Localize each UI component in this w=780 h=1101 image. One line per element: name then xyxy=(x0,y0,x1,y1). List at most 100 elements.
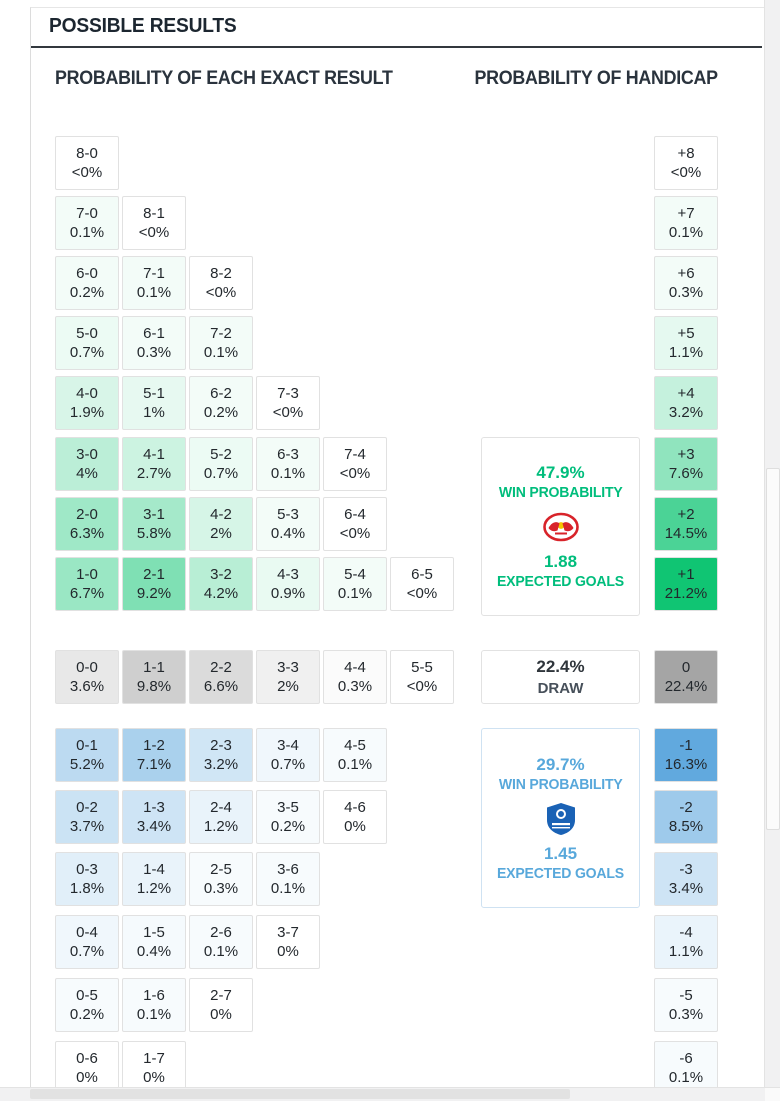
cell-probability: <0% xyxy=(406,678,438,695)
cell-score: 2-1 xyxy=(143,565,165,583)
away-win-probability-value: 29.7% xyxy=(536,754,585,774)
cell-probability: 6.3% xyxy=(69,525,105,542)
cell-probability: 0% xyxy=(210,1006,232,1023)
cell-probability: <0% xyxy=(138,224,170,241)
result-cell: 3-0 4% xyxy=(55,437,119,491)
cell-probability: 3.7% xyxy=(69,818,105,835)
cell-score: 6-1 xyxy=(143,324,165,342)
cell-probability: 0.3% xyxy=(668,284,704,301)
exact-result-section-title: PROBABILITY OF EACH EXACT RESULT xyxy=(55,68,393,89)
cell-score: +7 xyxy=(677,204,695,222)
result-cell: 2-5 0.3% xyxy=(189,852,253,906)
result-cell: 3-5 0.2% xyxy=(256,790,320,844)
result-cell: 1-1 9.8% xyxy=(122,650,186,704)
away-team-crest-icon xyxy=(546,801,576,837)
cell-probability: 6.6% xyxy=(203,678,239,695)
cell-score: 3-2 xyxy=(210,565,232,583)
handicap-cell: +5 1.1% xyxy=(654,316,718,370)
result-cell: 4-3 0.9% xyxy=(256,557,320,611)
cell-probability: 2% xyxy=(277,678,299,695)
handicap-cell: +7 0.1% xyxy=(654,196,718,250)
vertical-scrollbar-thumb[interactable] xyxy=(766,468,780,830)
cell-probability: 0.1% xyxy=(136,1006,172,1023)
result-cell: 2-4 1.2% xyxy=(189,790,253,844)
cell-probability: <0% xyxy=(670,164,702,181)
cell-probability: 21.2% xyxy=(664,585,708,602)
cell-probability: 0% xyxy=(143,1069,165,1086)
result-cell: 1-5 0.4% xyxy=(122,915,186,969)
cell-probability: 0.1% xyxy=(270,465,306,482)
cell-score: 0-2 xyxy=(76,798,98,816)
result-cell: 6-2 0.2% xyxy=(189,376,253,430)
home-expected-goals-value: 1.88 xyxy=(543,552,578,571)
result-cell: 3-2 4.2% xyxy=(189,557,253,611)
cell-score: 0-1 xyxy=(76,736,98,754)
cell-score: 1-0 xyxy=(76,565,98,583)
cell-probability: 1.1% xyxy=(668,943,704,960)
cell-score: +4 xyxy=(677,384,695,402)
cell-score: 2-4 xyxy=(210,798,232,816)
cell-probability: 0.2% xyxy=(69,284,105,301)
handicap-cell: -6 0.1% xyxy=(654,1041,718,1095)
cell-score: -4 xyxy=(679,923,693,941)
result-cell: 2-3 3.2% xyxy=(189,728,253,782)
cell-score: 5-0 xyxy=(76,324,98,342)
cell-score: 2-2 xyxy=(210,658,232,676)
result-cell: 7-3 <0% xyxy=(256,376,320,430)
cell-score: 6-5 xyxy=(411,565,433,583)
handicap-section-title: PROBABILITY OF HANDICAP xyxy=(474,68,719,89)
handicap-cell: -5 0.3% xyxy=(654,978,718,1032)
result-cell: 3-1 5.8% xyxy=(122,497,186,551)
result-cell: 0-5 0.2% xyxy=(55,978,119,1032)
cell-probability: 0.3% xyxy=(136,344,172,361)
result-cell: 4-1 2.7% xyxy=(122,437,186,491)
cell-score: 1-2 xyxy=(143,736,165,754)
cell-probability: 2.7% xyxy=(136,465,172,482)
cell-probability: 8.5% xyxy=(668,818,704,835)
result-cell: 4-5 0.1% xyxy=(323,728,387,782)
cell-probability: 1.2% xyxy=(136,880,172,897)
cell-probability: 0.3% xyxy=(203,880,239,897)
cell-score: -6 xyxy=(679,1049,693,1067)
cell-score: -2 xyxy=(679,798,693,816)
horizontal-scrollbar-thumb[interactable] xyxy=(30,1089,570,1099)
handicap-cell: 0 22.4% xyxy=(654,650,718,704)
cell-score: +5 xyxy=(677,324,695,342)
result-cell: 2-6 0.1% xyxy=(189,915,253,969)
result-cell: 6-4 <0% xyxy=(323,497,387,551)
cell-score: 1-4 xyxy=(143,860,165,878)
result-cell: 5-1 1% xyxy=(122,376,186,430)
cell-score: 6-4 xyxy=(344,505,366,523)
result-cell: 1-3 3.4% xyxy=(122,790,186,844)
result-cell: 1-6 0.1% xyxy=(122,978,186,1032)
vertical-scrollbar-track[interactable] xyxy=(764,0,780,1101)
cell-probability: 0.7% xyxy=(69,344,105,361)
horizontal-scrollbar-track[interactable] xyxy=(0,1087,780,1101)
cell-score: 7-0 xyxy=(76,204,98,222)
result-cell: 5-3 0.4% xyxy=(256,497,320,551)
away-expected-goals-value: 1.45 xyxy=(543,843,578,863)
result-cell: 6-0 0.2% xyxy=(55,256,119,310)
cell-score: 3-1 xyxy=(143,505,165,523)
cell-probability: 1.9% xyxy=(69,404,105,421)
cell-probability: 9.8% xyxy=(136,678,172,695)
cell-probability: 14.5% xyxy=(664,525,708,542)
cell-probability: 16.3% xyxy=(664,756,708,773)
scrollbar-corner xyxy=(765,1088,780,1101)
cell-probability: 3.2% xyxy=(203,756,239,773)
cell-probability: <0% xyxy=(339,465,371,482)
cell-score: +1 xyxy=(677,565,695,583)
cell-score: 5-4 xyxy=(344,565,366,583)
home-win-probability-value: 47.9% xyxy=(536,463,585,482)
cell-score: +8 xyxy=(677,144,695,162)
result-cell: 4-4 0.3% xyxy=(323,650,387,704)
result-cell: 2-7 0% xyxy=(189,978,253,1032)
cell-probability: 1.8% xyxy=(69,880,105,897)
cell-probability: 5.8% xyxy=(136,525,172,542)
result-cell: 3-3 2% xyxy=(256,650,320,704)
cell-probability: 0.1% xyxy=(337,585,373,602)
cell-score: 8-0 xyxy=(76,144,98,162)
cell-score: -1 xyxy=(679,736,693,754)
cell-score: 8-2 xyxy=(210,264,232,282)
